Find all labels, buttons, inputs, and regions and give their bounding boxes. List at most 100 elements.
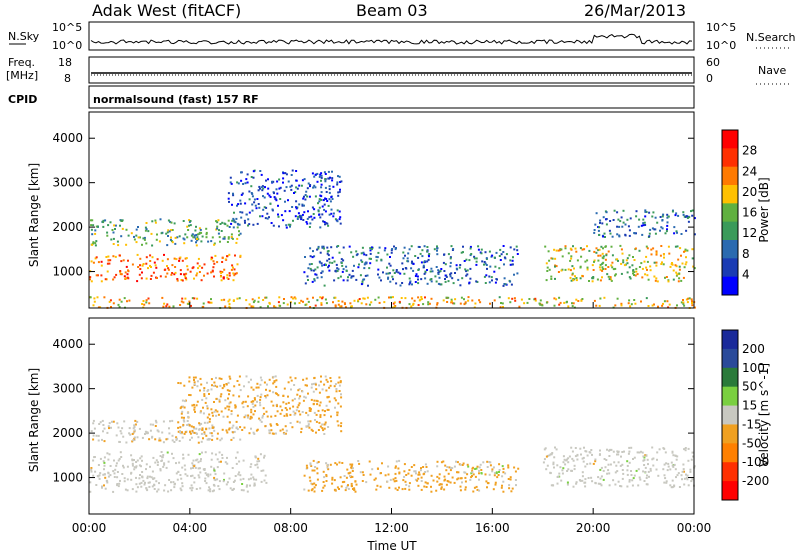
echo-cell [175,436,178,439]
echo-cell [334,462,337,465]
echo-cell [181,399,184,402]
echo-cell [277,301,280,304]
echo-cell [179,474,182,476]
echo-cell [220,460,222,463]
echo-cell [590,476,593,479]
echo-cell [402,257,405,260]
echo-cell [486,267,488,270]
echo-cell [589,451,592,454]
echo-cell [326,380,329,383]
echo-cell [358,263,360,266]
echo-cell [278,187,281,190]
echo-cell [692,455,694,458]
echo-cell [203,387,206,390]
echo-cell [387,465,390,468]
echo-cell [414,255,417,257]
echo-cell [318,421,321,424]
echo-cell [298,184,301,187]
echo-cell [680,254,682,257]
echo-cell [599,263,602,266]
echo-cell [635,232,637,235]
echo-cell [226,431,229,434]
echo-cell [490,255,493,258]
echo-cell [310,482,313,485]
echo-cell [443,479,446,482]
echo-cell [232,226,235,229]
echo-cell [117,459,120,462]
echo-cell [315,431,317,434]
echo-cell [584,450,587,453]
echo-cell [342,259,345,262]
echo-cell [112,237,115,240]
echo-cell [232,279,235,282]
echo-cell [93,456,96,458]
echo-cell [408,488,411,491]
echo-cell [141,475,143,478]
echo-cell [475,467,478,470]
echo-cell [306,297,309,300]
echo-cell [274,414,277,417]
echo-cell [227,381,230,384]
echo-cell [89,296,92,299]
echo-cell [645,266,648,269]
echo-cell [622,261,625,264]
echo-cell [204,401,207,404]
echo-cell [594,460,597,463]
echo-cell [395,270,398,273]
echo-cell [635,267,638,270]
echo-cell [443,270,446,272]
echo-cell [287,401,290,404]
echo-cell [337,402,340,405]
echo-cell [614,304,617,307]
colorbar-tick-label: -200 [742,474,769,488]
echo-region [593,209,696,238]
echo-cell [152,477,155,480]
echo-cell [510,283,513,286]
echo-cell [200,440,203,443]
echo-cell [628,266,631,269]
echo-cell [193,408,196,411]
echo-cell [511,487,514,490]
echo-cell [282,177,285,180]
echo-cell [141,243,143,246]
echo-cell [297,389,300,392]
colorbar-tick-label: 24 [742,164,757,178]
echo-cell [226,405,229,408]
echo-cell [632,256,634,258]
echo-cell [220,377,223,380]
echo-cell [244,400,247,403]
echo-cell [616,470,619,473]
echo-cell [574,455,577,458]
echo-cell [242,400,245,403]
echo-cell [312,390,315,393]
echo-cell [649,269,652,272]
echo-cell [224,461,227,464]
echo-cell [197,257,200,260]
echo-cell [598,304,601,307]
echo-cell [662,468,665,471]
echo-cell [311,172,314,175]
echo-cell [690,458,693,461]
echo-cell [91,219,94,222]
echo-cell [691,302,693,304]
echo-cell [243,219,246,222]
echo-cell [157,488,160,491]
echo-cell [209,473,212,476]
echo-cell [168,230,171,233]
echo-cell [323,423,326,426]
echo-cell [338,175,341,178]
echo-cell [186,268,189,271]
echo-cell [92,419,95,422]
echo-cell [241,483,244,485]
echo-cell [298,214,301,217]
echo-cell [221,261,224,263]
echo-cell [425,466,428,468]
echo-cell [218,488,221,491]
echo-cell [462,462,465,465]
echo-cell [391,275,394,278]
echo-cell [213,381,216,384]
echo-cell [380,279,382,282]
echo-cell [189,432,192,435]
echo-cell [633,456,636,459]
echo-cell [663,300,666,303]
